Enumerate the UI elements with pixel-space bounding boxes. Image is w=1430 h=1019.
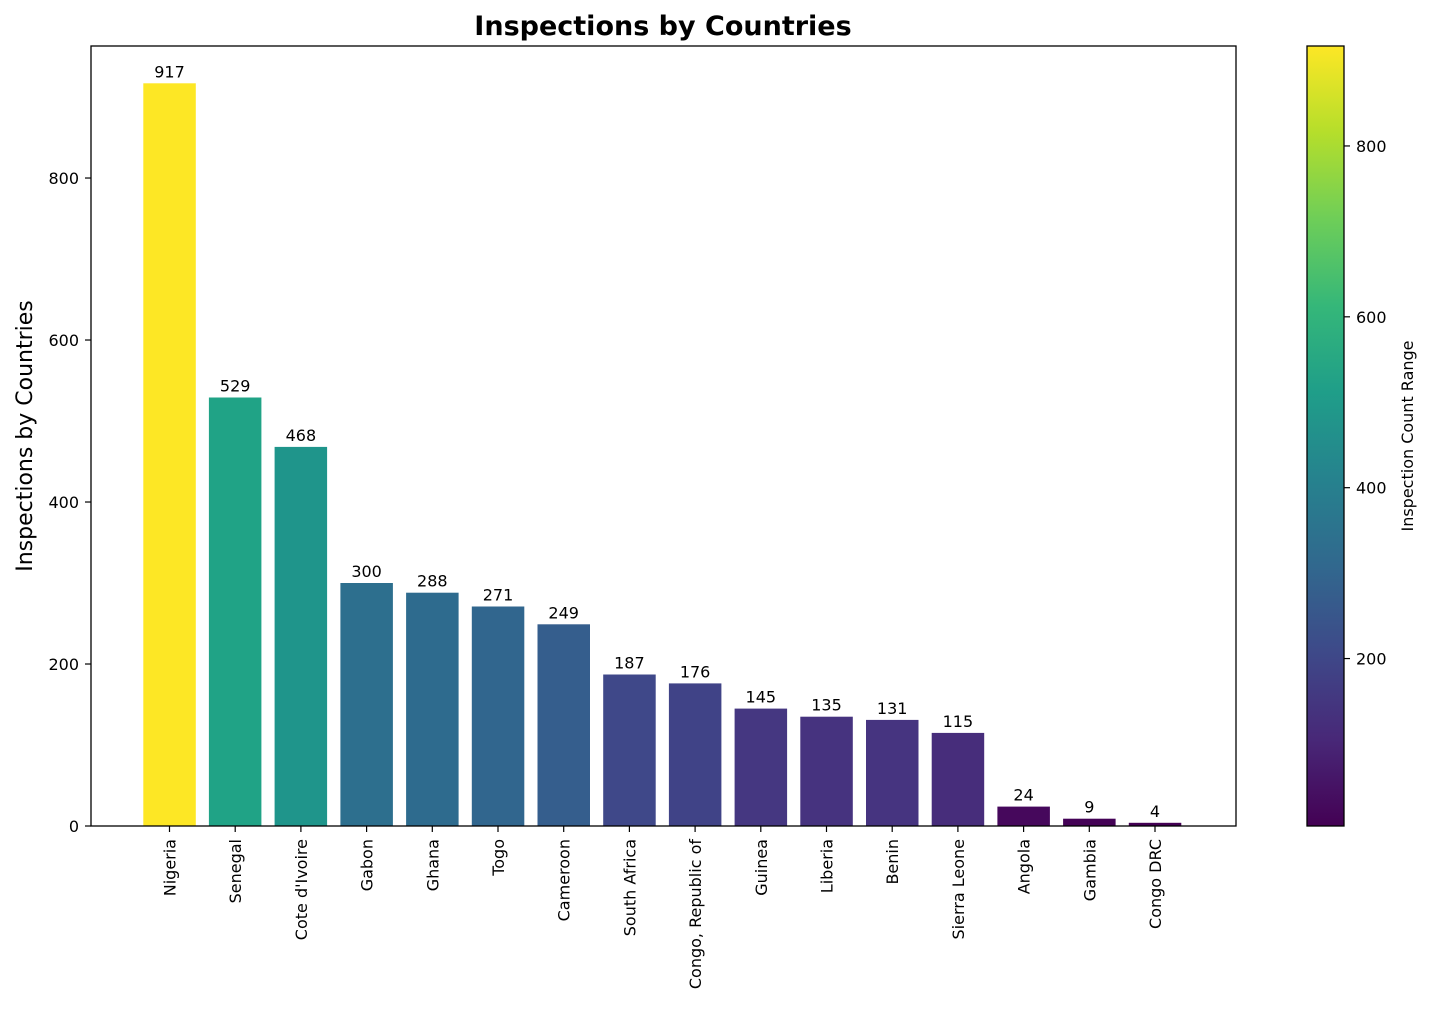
bar: [800, 716, 853, 826]
y-tick-label: 200: [48, 655, 79, 674]
x-tick-label: Guinea: [752, 839, 771, 896]
bar-value-label: 9: [1084, 798, 1094, 817]
x-tick-label: South Africa: [620, 839, 639, 936]
y-tick-label: 600: [48, 331, 79, 350]
y-tick-label: 800: [48, 169, 79, 188]
colorbar: 200 400 600 800 Inspection Count Range: [1306, 45, 1417, 827]
bar-value-label: 24: [1013, 786, 1033, 805]
bar: [1128, 822, 1182, 826]
plot-frame: [90, 45, 1237, 827]
x-tick-label: Congo, Republic of: [686, 839, 705, 989]
x-tick-label: Sierra Leone: [949, 839, 968, 939]
bar: [208, 397, 262, 826]
bar: [997, 806, 1050, 826]
x-axis-ticks: Nigeria Senegal Cote d'Ivoire Gabon Ghana Tog…: [161, 826, 1165, 989]
x-tick-label: Gambia: [1080, 839, 1099, 901]
bar: [931, 732, 985, 826]
colorbar-tick-label: 400: [1356, 479, 1387, 498]
x-tick-label: Angola: [1015, 839, 1034, 894]
bar-value-label: 131: [877, 699, 908, 718]
y-tick-label: 400: [48, 493, 79, 512]
bar-value-label: 145: [746, 688, 777, 707]
x-tick-label: Ghana: [423, 839, 442, 891]
chart-title: Inspections by Countries: [474, 11, 851, 42]
bar: [537, 624, 590, 826]
x-tick-label: Liberia: [818, 839, 837, 893]
y-axis-ticks: 0 200 400 600 800: [48, 169, 91, 836]
bar-value-label: 529: [220, 377, 251, 396]
bar-value-label: 271: [483, 586, 514, 605]
bar: [1063, 818, 1116, 826]
bar: [471, 606, 525, 826]
x-tick-label: Cameroon: [555, 839, 574, 921]
bar-value-label: 187: [614, 654, 645, 673]
colorbar-ticks: 200 400 600 800: [1344, 137, 1387, 669]
bar-value-label: 300: [351, 562, 382, 581]
bar: [274, 446, 328, 826]
bar-value-label: 249: [548, 603, 579, 622]
x-tick-label: Togo: [489, 839, 508, 877]
bar: [406, 592, 459, 826]
bar: [734, 708, 788, 826]
bar-value-label: 468: [286, 426, 317, 445]
colorbar-tick-label: 800: [1356, 137, 1387, 156]
bars-group: [143, 83, 1182, 827]
y-tick-label: 0: [69, 817, 79, 836]
x-tick-label: Congo DRC: [1146, 839, 1165, 929]
bar: [143, 83, 196, 827]
bar: [866, 719, 919, 826]
colorbar-label: Inspection Count Range: [1398, 340, 1417, 531]
x-tick-label: Nigeria: [161, 839, 180, 896]
x-tick-label: Cote d'Ivoire: [292, 839, 311, 940]
colorbar-tick-label: 600: [1356, 308, 1387, 327]
y-axis-label: Inspections by Countries: [13, 300, 38, 572]
colorbar-tick-label: 200: [1356, 650, 1387, 669]
bar-value-label: 288: [417, 572, 448, 591]
bar: [340, 583, 393, 826]
bar: [668, 683, 722, 826]
bar-value-label: 176: [680, 662, 711, 681]
colorbar-gradient: [1306, 45, 1345, 827]
x-tick-label: Senegal: [226, 839, 245, 903]
x-tick-label: Benin: [883, 839, 902, 885]
bar: [603, 674, 656, 826]
x-tick-label: Gabon: [358, 839, 377, 891]
bar-value-label: 115: [943, 712, 974, 731]
bar-value-label: 135: [811, 696, 842, 715]
bar-value-label: 4: [1150, 802, 1160, 821]
bar-value-label: 917: [154, 62, 185, 81]
